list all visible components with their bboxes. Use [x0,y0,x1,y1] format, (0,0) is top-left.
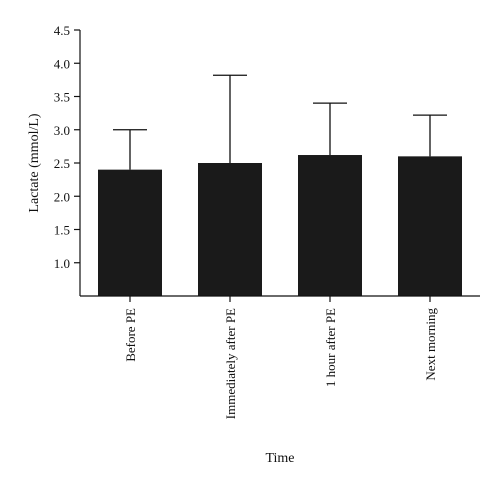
y-tick-label: 4.0 [54,56,70,71]
bar [98,169,162,296]
y-tick-label: 3.5 [54,90,70,105]
x-tick-label: Immediately after PE [223,308,238,419]
x-tick-label: Before PE [123,308,138,362]
y-tick-label: 2.5 [54,156,70,171]
bar [398,156,462,296]
x-axis-label: Time [265,451,294,466]
y-tick-label: 2.0 [54,189,70,204]
y-tick-label: 1.0 [54,256,70,271]
error-bars [113,74,447,170]
bar [298,155,362,296]
bar [198,163,262,296]
x-tick-label: 1 hour after PE [323,308,338,387]
y-tick-label: 1.5 [54,223,70,238]
y-tick-label: 4.5 [54,23,70,38]
y-axis-label: Lactate (mmol/L) [27,113,42,212]
x-tick-label: Next morning [423,308,438,381]
x-axis-ticks: Before PE Immediately after PE 1 hour afte… [123,296,438,419]
y-axis-ticks: 1.0 1.5 2.0 2.5 3.0 3.5 4.0 4.5 [54,23,80,271]
y-tick-label: 3.0 [54,123,70,138]
bars [98,155,462,296]
